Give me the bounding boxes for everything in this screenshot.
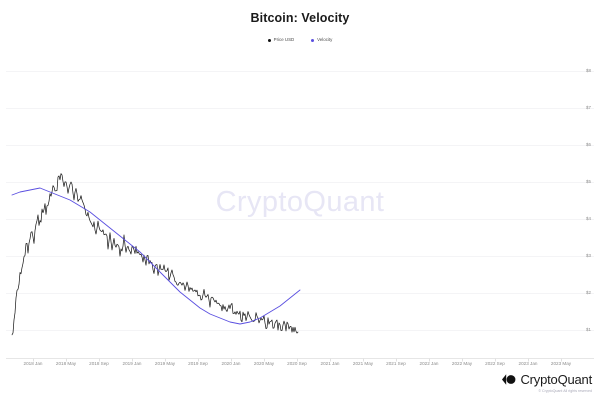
x-axis-ticks [33,358,562,362]
legend-label: Velocity [317,37,333,42]
x-tick-label: 2021 May [352,361,374,366]
x-tick-label: 2021 Jan [320,361,340,366]
x-tick-label: 2020 Jan [221,361,241,366]
x-tick-label: 2018 Jan [23,361,43,366]
brand-name: CryptoQuant [520,372,592,387]
x-tick-label: 2022 May [451,361,473,366]
x-tick-label: 2020 Sep [287,361,307,366]
legend-label: Price USD [273,37,295,42]
chart-legend: Price USD Velocity [0,37,600,42]
series-line-velocity [11,187,301,325]
x-tick-label: 2022 Sep [485,361,505,366]
x-tick-label: 2018 Sep [89,361,109,366]
series-layer [11,173,301,336]
x-axis-labels: 2018 Jan 2018 May 2018 Sep 2019 Jan 2019 May… [0,361,600,372]
legend-item-velocity[interactable]: Velocity [311,37,333,42]
x-tick-label: 2021 Sep [386,361,406,366]
square-marker-icon [311,38,315,42]
series-line-price-usd [11,173,299,336]
cryptoquant-logo-icon [501,373,516,386]
x-tick-label: 2019 Jan [122,361,142,366]
x-tick-label: 2018 May [55,361,77,366]
x-tick-label: 2023 Jan [518,361,538,366]
x-tick-label: 2019 Sep [188,361,208,366]
brand-footer: CryptoQuant [501,372,592,387]
copyright-text: © CryptoQuant All rights reserved [538,389,592,393]
square-marker-icon [267,38,271,42]
x-tick-label: 2023 May [550,361,572,366]
x-tick-label: 2019 May [154,361,176,366]
gridlines [6,71,594,331]
legend-item-price-usd[interactable]: Price USD [267,37,295,42]
x-tick-label: 2022 Jan [419,361,439,366]
x-tick-label: 2020 May [253,361,275,366]
page-title: Bitcoin: Velocity [250,11,350,25]
